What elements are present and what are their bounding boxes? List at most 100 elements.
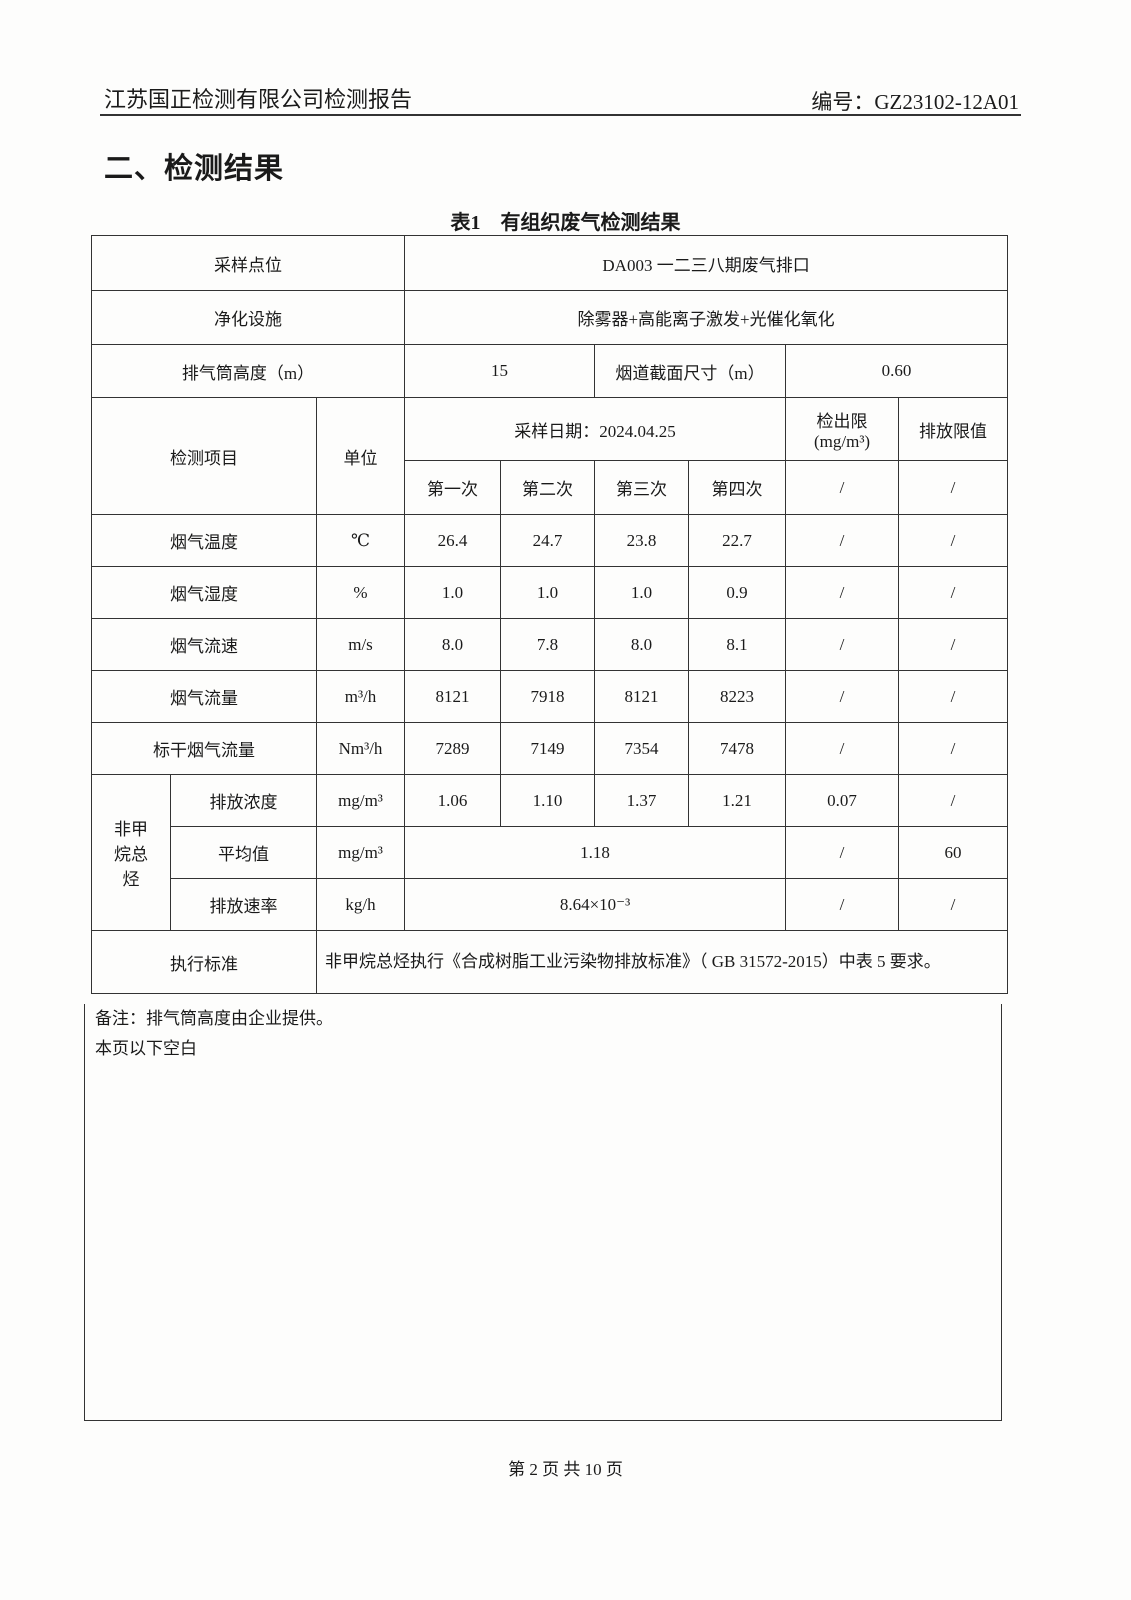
- dl-cell: 0.07: [785, 774, 900, 827]
- table-row: 执行标准 非甲烷总烃执行《合成树脂工业污染物排放标准》（ GB 31572-201…: [91, 930, 1009, 994]
- value-cell: 8121: [594, 670, 690, 723]
- value-cell: 1.0: [594, 566, 690, 619]
- value-cell: 1.06: [404, 774, 502, 827]
- table-row: 排气筒高度（m） 15 烟道截面尺寸（m） 0.60: [90, 344, 1009, 398]
- dl-cell: /: [785, 878, 900, 931]
- dl-cell: /: [785, 514, 900, 567]
- date-header: 采样日期：2024.04.25: [404, 397, 787, 461]
- table-row: 烟气温度 ℃ 26.4 24.7 23.8 22.7//: [91, 514, 1009, 567]
- unit-cell: %: [315, 566, 406, 619]
- flue-size-label: 烟道截面尺寸（m）: [594, 344, 787, 398]
- value-cell: 8121: [404, 670, 502, 723]
- value-cell: 22.7: [688, 514, 787, 567]
- detection-limit-header: 检出限(mg/m³): [785, 397, 900, 461]
- table-header-row: 第一次 第二次 第三次 第四次 / /: [92, 460, 1009, 515]
- item-cell: 平均值: [170, 826, 317, 879]
- value-cell: 7918: [500, 670, 596, 723]
- dl-cell: /: [785, 670, 900, 723]
- value-cell: 1.0: [404, 566, 502, 619]
- purification: 除雾器+高能离子激发+光催化氧化: [404, 290, 1009, 345]
- item-cell: 排放浓度: [170, 774, 317, 827]
- standard-label: 执行标准: [91, 930, 317, 994]
- unit-cell: m³/h: [315, 670, 406, 723]
- value-cell: 1.0: [500, 566, 596, 619]
- page-footer: 第 2 页 共 10 页: [508, 1460, 623, 1479]
- unit-cell: Nm³/h: [315, 722, 406, 775]
- results-table: 采样点位 DA003 一二三八期废气排口 净化设施 除雾器+高能离子激发+光催化氧化…: [90, 235, 1009, 994]
- table-row: 非甲烷总烃 排放浓度 mg/m³ 1.06 1.10 1.37 1.21 0.07/: [91, 774, 1009, 931]
- remark-note: 备注：排气筒高度由企业提供。: [95, 1009, 333, 1028]
- table-row: 平均值 mg/m³ 1.18/60: [92, 826, 1009, 879]
- company-header: 江苏国正检测有限公司检测报告: [104, 87, 413, 112]
- table-header-row: 检测项目 单位 采样日期：2024.04.25 检出限(mg/m³) 排放限值: [91, 397, 1009, 515]
- table-row: 净化设施 除雾器+高能离子激发+光催化氧化: [90, 290, 1009, 345]
- item-cell: 标干烟气流量: [91, 722, 317, 775]
- run-header: 第三次: [594, 460, 690, 515]
- limit-header: 排放限值: [898, 397, 1009, 461]
- lim-cell: /: [898, 514, 1009, 567]
- lim-cell: /: [898, 670, 1009, 723]
- lim-cell: 60: [898, 826, 1009, 879]
- value-cell: 8.64×10⁻³: [404, 878, 787, 931]
- item-cell: 排放速率: [170, 878, 317, 931]
- unit-cell: m/s: [315, 618, 406, 671]
- value-cell: 24.7: [500, 514, 596, 567]
- item-cell: 烟气流速: [91, 618, 317, 671]
- table-row: 采样点位 DA003 一二三八期废气排口: [90, 235, 1009, 291]
- item-cell: 烟气流量: [91, 670, 317, 723]
- table-row: 烟气流量 m³/h 8121 7918 8121 8223//: [91, 670, 1009, 723]
- unit-cell: mg/m³: [315, 774, 406, 827]
- stack-height: 15: [404, 344, 596, 398]
- dl-cell: /: [785, 826, 900, 879]
- table-row: 标干烟气流量 Nm³/h 7289 7149 7354 7478//: [91, 722, 1009, 775]
- lim-cell: /: [898, 774, 1009, 827]
- value-cell: 7478: [688, 722, 787, 775]
- value-cell: 1.10: [500, 774, 596, 827]
- lim-cell: /: [898, 460, 1009, 515]
- nmhc-group: 非甲烷总烃: [91, 774, 171, 931]
- value-cell: 1.21: [688, 774, 787, 827]
- remarks-box: 备注：排气筒高度由企业提供。 本页以下空白: [84, 1004, 1002, 1421]
- value-cell: 8.0: [594, 618, 690, 671]
- purification-label: 净化设施: [90, 290, 406, 345]
- dl-cell: /: [785, 460, 900, 515]
- lim-cell: /: [898, 618, 1009, 671]
- blank-note: 本页以下空白: [95, 1039, 197, 1058]
- sampling-point: DA003 一二三八期废气排口: [404, 235, 1009, 291]
- table-row: 烟气湿度% 1.0 1.0 1.0 0.9//: [91, 566, 1009, 619]
- stack-height-label: 排气筒高度（m）: [90, 344, 406, 398]
- value-cell: 1.37: [594, 774, 690, 827]
- lim-cell: /: [898, 878, 1009, 931]
- run-header: 第一次: [404, 460, 502, 515]
- unit-cell: kg/h: [315, 878, 406, 931]
- value-cell: 0.9: [688, 566, 787, 619]
- lim-cell: /: [898, 722, 1009, 775]
- dl-cell: /: [785, 566, 900, 619]
- item-header: 检测项目: [91, 397, 317, 515]
- unit-cell: mg/m³: [315, 826, 406, 879]
- header-divider: [100, 114, 1021, 116]
- sampling-point-label: 采样点位: [90, 235, 406, 291]
- item-cell: 烟气湿度: [91, 566, 317, 619]
- flue-size: 0.60: [785, 344, 1009, 398]
- dl-cell: /: [785, 618, 900, 671]
- section-title: 二、检测结果: [104, 153, 285, 185]
- value-cell: 26.4: [404, 514, 502, 567]
- lim-cell: /: [898, 566, 1009, 619]
- value-cell: 8.1: [688, 618, 787, 671]
- table-row: 烟气流速 m/s 8.0 7.8 8.0 8.1//: [91, 618, 1009, 671]
- value-cell: 8223: [688, 670, 787, 723]
- dl-cell: /: [785, 722, 900, 775]
- value-cell: 23.8: [594, 514, 690, 567]
- run-header: 第四次: [688, 460, 787, 515]
- value-cell: 1.18: [404, 826, 787, 879]
- standard-text: 非甲烷总烃执行《合成树脂工业污染物排放标准》（ GB 31572-2015）中表…: [315, 930, 1009, 994]
- value-cell: 7289: [404, 722, 502, 775]
- table-caption: 表1 有组织废气检测结果: [450, 212, 681, 234]
- value-cell: 8.0: [404, 618, 502, 671]
- item-cell: 烟气温度: [91, 514, 317, 567]
- unit-cell: ℃: [315, 514, 406, 567]
- report-number: 编号：GZ23102-12A01: [811, 90, 1019, 114]
- run-header: 第二次: [500, 460, 596, 515]
